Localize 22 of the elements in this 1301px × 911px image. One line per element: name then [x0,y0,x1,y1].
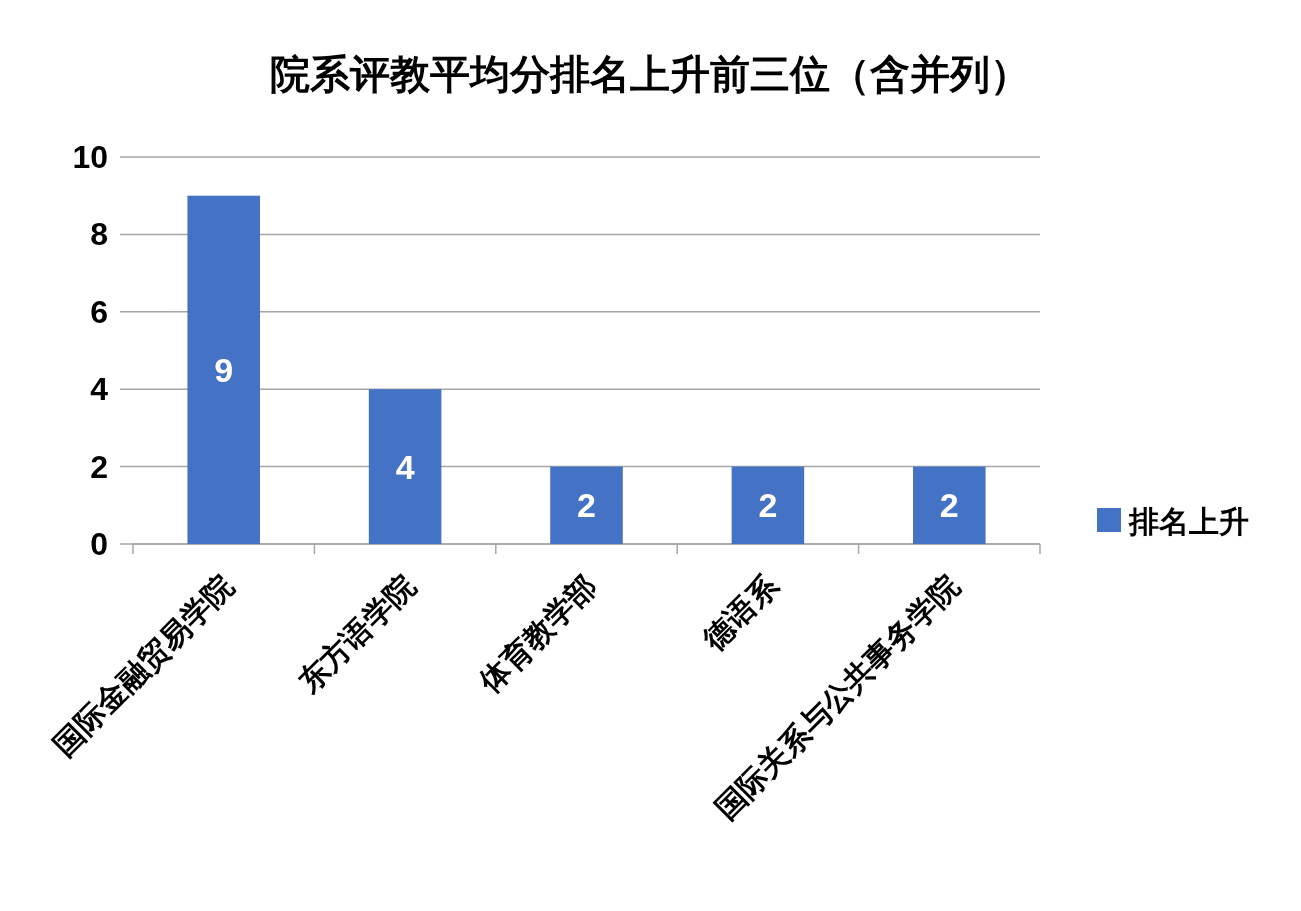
y-tick-label: 6 [90,293,108,330]
x-tick-label: 德语系 [696,568,785,657]
y-tick-label: 2 [90,448,108,485]
chart-title: 院系评教平均分排名上升前三位（含并列） [270,52,1030,96]
y-tick-label: 10 [72,139,108,175]
y-tick-label: 4 [90,371,109,408]
bar [187,195,260,544]
data-label: 4 [395,447,415,486]
x-tick-label: 东方语学院 [291,568,422,700]
data-label: 2 [939,486,959,525]
data-label: 2 [758,486,778,525]
x-tick-label: 体育教学部 [472,568,603,700]
y-tick-label: 0 [90,526,108,562]
data-label: 9 [214,350,234,389]
bar [368,389,442,544]
x-tick-label: 国际金融贸易学院 [46,568,240,762]
y-tick-label: 8 [90,216,108,253]
bar [550,466,623,544]
data-label: 2 [577,486,596,525]
legend-label: 排名上升 [1128,505,1249,538]
bar [731,466,805,544]
bar [913,466,986,544]
